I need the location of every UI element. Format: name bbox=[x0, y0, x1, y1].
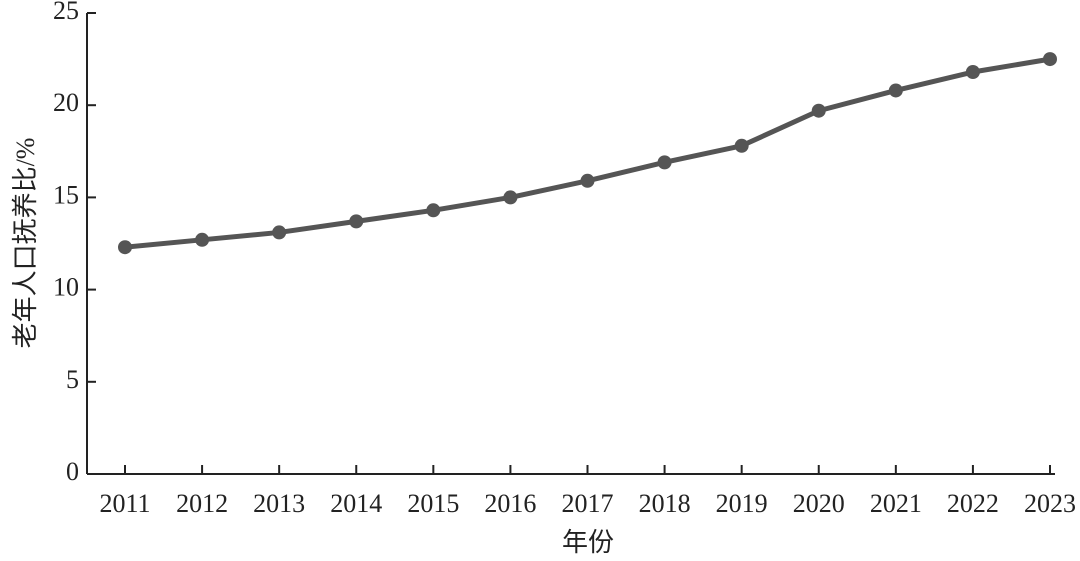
marker bbox=[426, 203, 441, 218]
y-tick-label: 15 bbox=[53, 180, 79, 209]
y-axis-label: 老年人口抚养比/% bbox=[11, 138, 40, 349]
marker bbox=[349, 214, 364, 229]
marker bbox=[195, 232, 210, 247]
x-tick-label: 2017 bbox=[562, 489, 614, 518]
x-tick-label: 2015 bbox=[407, 489, 459, 518]
marker bbox=[1043, 52, 1057, 67]
marker bbox=[811, 103, 826, 118]
line bbox=[124, 56, 1051, 250]
x-tick-label: 2018 bbox=[639, 489, 691, 518]
x-tick-label: 2014 bbox=[330, 489, 382, 518]
x-tick-label: 2021 bbox=[870, 489, 922, 518]
y-tick-label: 0 bbox=[66, 457, 79, 486]
marker bbox=[503, 190, 518, 205]
marker bbox=[580, 173, 595, 188]
x-tick-label: 2016 bbox=[484, 489, 536, 518]
y-tick-label: 5 bbox=[66, 365, 79, 394]
x-tick-label: 2023 bbox=[1024, 489, 1076, 518]
y-tick-label: 20 bbox=[53, 88, 79, 117]
x-tick-label: 2019 bbox=[716, 489, 768, 518]
marker bbox=[888, 83, 903, 98]
y-tick-label: 25 bbox=[53, 0, 79, 25]
marker bbox=[272, 225, 287, 240]
marker bbox=[657, 155, 672, 170]
x-tick-label: 2012 bbox=[176, 489, 228, 518]
x-tick-label: 2011 bbox=[99, 489, 150, 518]
x-axis-label: 年份 bbox=[562, 528, 614, 557]
x-tick-label: 2013 bbox=[253, 489, 305, 518]
x-tick-label: 2020 bbox=[793, 489, 845, 518]
y-tick-label: 10 bbox=[53, 273, 79, 302]
marker bbox=[118, 240, 132, 255]
marker bbox=[965, 65, 980, 80]
marker bbox=[734, 138, 749, 153]
x-tick-label: 2022 bbox=[947, 489, 999, 518]
